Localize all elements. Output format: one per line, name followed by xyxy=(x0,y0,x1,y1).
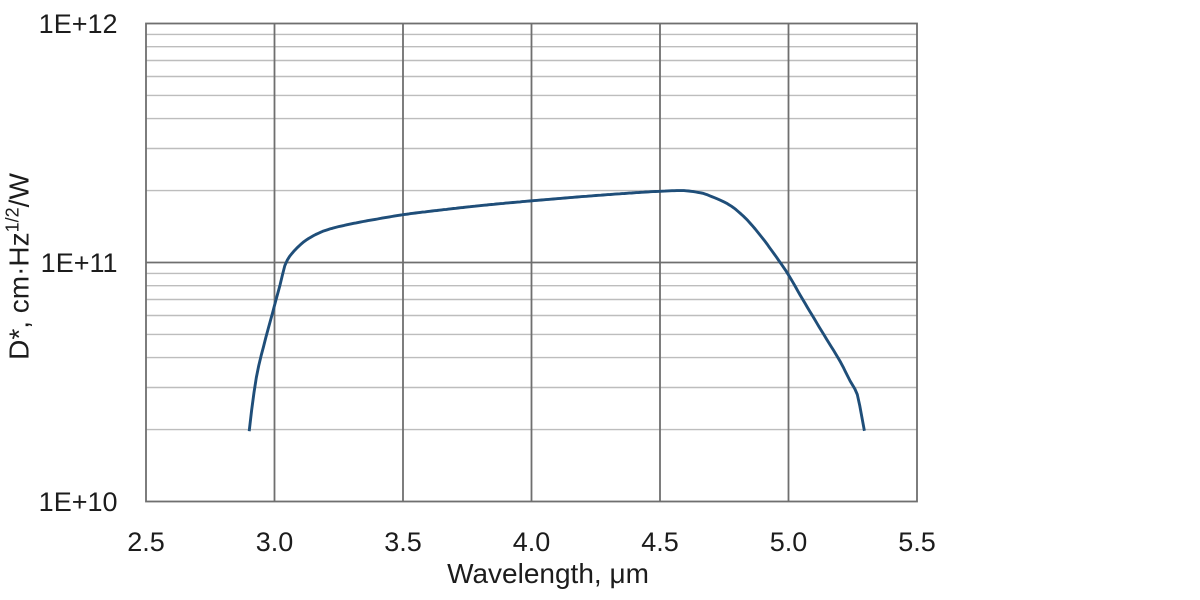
svg-text:1E+10: 1E+10 xyxy=(39,487,118,517)
svg-text:5.0: 5.0 xyxy=(770,527,808,557)
svg-text:1E+11: 1E+11 xyxy=(41,248,118,278)
svg-text:1E+12: 1E+12 xyxy=(39,9,118,39)
svg-text:3.0: 3.0 xyxy=(256,527,294,557)
svg-text:4.5: 4.5 xyxy=(641,527,679,557)
svg-text:5.5: 5.5 xyxy=(898,527,936,557)
svg-text:D*, cm·Hz1/2/W: D*, cm·Hz1/2/W xyxy=(3,173,35,360)
svg-text:2.5: 2.5 xyxy=(127,527,165,557)
svg-text:Wavelength, μm: Wavelength, μm xyxy=(447,558,649,589)
svg-text:3.5: 3.5 xyxy=(384,527,422,557)
svg-text:4.0: 4.0 xyxy=(513,527,551,557)
